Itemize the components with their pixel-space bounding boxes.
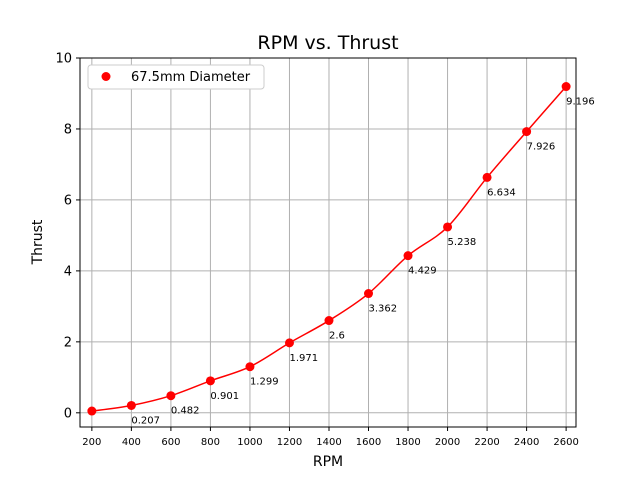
data-point (403, 251, 413, 261)
data-points-layer (87, 82, 571, 416)
legend-label: 67.5mm Diameter (131, 70, 251, 85)
data-label: 5.238 (448, 237, 477, 248)
x-tick-label: 1000 (237, 437, 262, 448)
data-label: 7.926 (527, 142, 556, 153)
y-tick-label: 4 (64, 264, 72, 279)
x-tick-label: 400 (122, 437, 141, 448)
data-point (205, 376, 215, 386)
data-label: 2.6 (329, 331, 345, 342)
data-point (482, 172, 492, 182)
data-labels-layer: 0.207 0.482 0.901 1.299 1.971 2.6 3.362 4.429 5.… (131, 97, 594, 427)
x-tick-label: 1400 (316, 437, 341, 448)
data-label: 3.362 (369, 304, 398, 315)
data-label: 0.207 (131, 415, 160, 426)
data-label: 6.634 (487, 187, 516, 198)
chart-title: RPM vs. Thrust (257, 32, 398, 54)
legend: 67.5mm Diameter (87, 64, 265, 90)
y-axis-label: Thrust (30, 219, 46, 265)
data-point (166, 391, 176, 401)
y-tick-label: 2 (64, 335, 72, 350)
plot-frame (79, 57, 577, 428)
y-axis-ticks: 0 2 4 6 8 10 (55, 52, 80, 421)
y-tick-label: 6 (64, 193, 72, 208)
data-point (443, 222, 453, 232)
y-tick-label: 10 (55, 52, 72, 67)
data-label: 0.901 (210, 391, 239, 402)
x-tick-label: 600 (161, 437, 180, 448)
x-tick-label: 2600 (553, 437, 578, 448)
y-tick-label: 8 (64, 122, 72, 137)
x-tick-label: 2000 (435, 437, 460, 448)
x-tick-label: 800 (201, 437, 220, 448)
x-tick-label: 1800 (395, 437, 420, 448)
x-tick-label: 1200 (277, 437, 302, 448)
x-axis-ticks: 200 400 600 800 1000 1200 1400 1600 1800 2000 2200… (82, 427, 579, 448)
legend-box (87, 64, 265, 90)
x-tick-label: 2400 (514, 437, 539, 448)
data-point (245, 362, 255, 372)
legend-marker (101, 72, 111, 81)
data-label: 0.482 (171, 406, 200, 417)
data-point (522, 127, 532, 137)
data-point (324, 316, 334, 326)
data-point (126, 400, 136, 410)
data-label: 9.196 (566, 97, 595, 108)
x-tick-label: 200 (82, 437, 101, 448)
data-label: 1.971 (289, 353, 318, 364)
data-point (284, 338, 294, 348)
data-point (561, 82, 571, 92)
data-label: 1.299 (250, 377, 279, 388)
data-point (364, 289, 374, 299)
data-point (87, 406, 97, 416)
x-tick-label: 2200 (474, 437, 499, 448)
data-label: 4.429 (408, 266, 437, 277)
y-tick-label: 0 (64, 406, 72, 421)
x-tick-label: 1600 (356, 437, 381, 448)
x-axis-label: RPM (313, 454, 343, 470)
